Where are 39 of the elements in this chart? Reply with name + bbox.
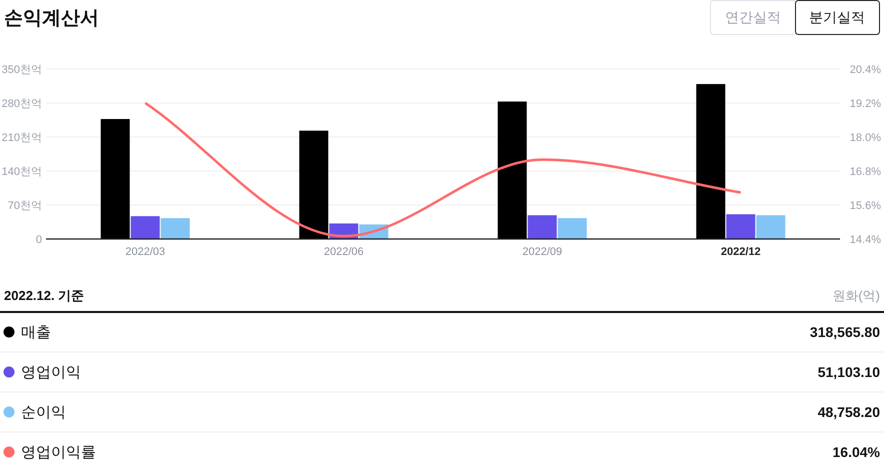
y2-tick-label: 14.4% bbox=[850, 234, 882, 246]
y-tick-label: 140천억 bbox=[2, 166, 42, 178]
title: 손익계산서 bbox=[4, 8, 99, 29]
x-tick: 2022/12 bbox=[720, 246, 761, 258]
text: 48,758.20 bbox=[818, 404, 880, 420]
bar bbox=[160, 218, 190, 239]
x-tick: 2022/06 bbox=[324, 246, 364, 258]
bar bbox=[528, 215, 557, 239]
legend-label: 영업이익률 bbox=[21, 444, 96, 461]
legend-label: 영업이익 bbox=[21, 364, 81, 381]
bar bbox=[726, 214, 756, 239]
bar bbox=[100, 119, 130, 239]
text: 51,103.10 bbox=[818, 364, 880, 380]
bar bbox=[756, 215, 786, 239]
bar bbox=[130, 216, 160, 239]
y2-tick-label: 16.8% bbox=[850, 166, 882, 178]
y2-tick-label: 20.4% bbox=[850, 64, 882, 76]
bar bbox=[558, 218, 587, 239]
bar bbox=[696, 84, 726, 239]
legend-label: 순이익 bbox=[21, 404, 66, 421]
y-tick-label: 210천억 bbox=[2, 132, 42, 144]
text: 원화(억) bbox=[832, 288, 880, 303]
y-tick-label: 0 bbox=[36, 234, 42, 246]
text: 318,565.80 bbox=[810, 324, 880, 340]
legend-label: 매출 bbox=[21, 324, 51, 341]
y2-tick-label: 19.2% bbox=[850, 98, 882, 110]
x-tick: 2022/09 bbox=[522, 246, 562, 258]
y2-tick-label: 15.6% bbox=[850, 200, 882, 212]
text: 2022.12. 기준 bbox=[4, 288, 84, 303]
y-tick-label: 350천억 bbox=[2, 64, 42, 76]
y2-tick-label: 18.0% bbox=[850, 132, 882, 144]
y-tick-label: 70천억 bbox=[8, 200, 42, 212]
text: 연간실적 bbox=[725, 9, 781, 25]
text: 16.04% bbox=[832, 444, 880, 460]
bar bbox=[299, 130, 328, 239]
text: 분기실적 bbox=[809, 9, 865, 25]
x-tick: 2022/03 bbox=[125, 246, 166, 258]
bar bbox=[498, 102, 527, 239]
y-tick-label: 280천억 bbox=[2, 98, 42, 110]
